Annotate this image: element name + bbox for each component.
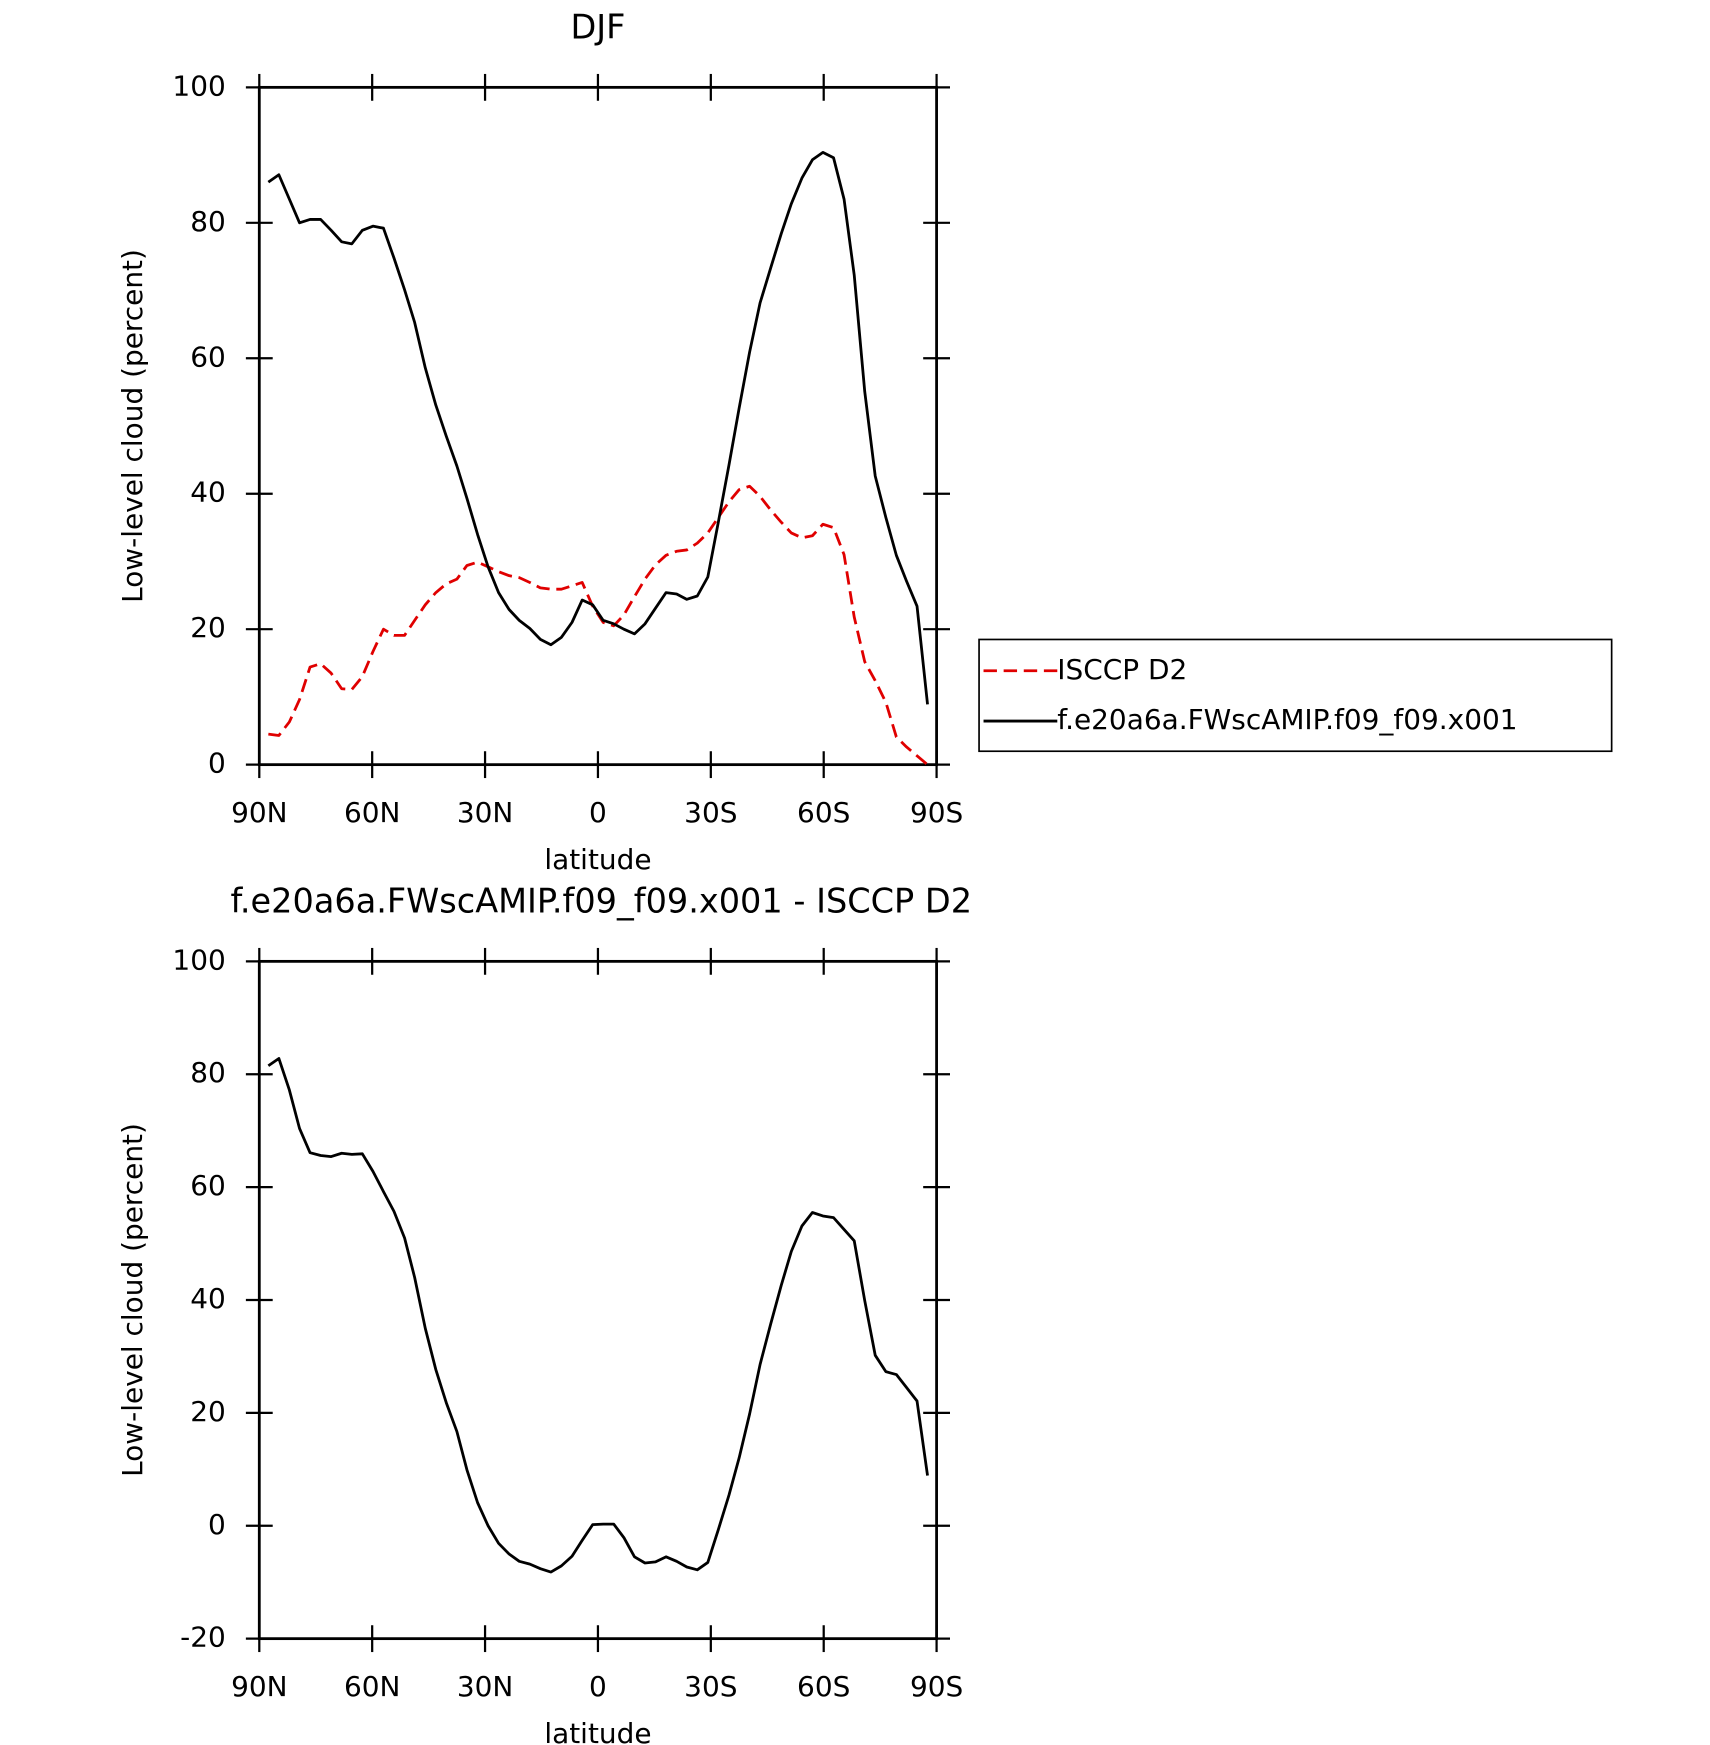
x-axis-label: latitude (544, 1717, 651, 1745)
chart-title: DJF (570, 8, 625, 47)
x-tick-label: 30N (457, 796, 513, 829)
y-tick-label: 0 (208, 1508, 226, 1541)
x-tick-label: 60N (344, 1670, 400, 1703)
data-line (267, 1057, 929, 1574)
y-tick-label: 0 (208, 747, 226, 780)
y-tick-label: 40 (190, 1282, 226, 1315)
x-tick-label: 0 (589, 1670, 607, 1703)
x-tick-label: 90S (910, 796, 963, 829)
x-tick-label: 30S (684, 796, 737, 829)
y-tick-label: -20 (180, 1621, 226, 1654)
legend-label: f.e20a6a.FWscAMIP.f09_f09.x001 (1057, 703, 1517, 736)
data-line (268, 484, 929, 766)
y-tick-label: 80 (190, 1056, 226, 1089)
x-tick-label: 60S (797, 796, 850, 829)
x-tick-label: 0 (589, 796, 607, 829)
x-tick-label: 30N (457, 1670, 513, 1703)
y-axis-label: Low-level cloud (percent) (116, 1123, 149, 1477)
y-tick-label: 20 (190, 611, 226, 644)
y-axis-label: Low-level cloud (percent) (116, 249, 149, 603)
plot-frame (257, 959, 938, 1641)
y-tick-label: 60 (190, 1169, 226, 1202)
plot-frame (257, 85, 938, 767)
x-tick-label: 60N (344, 796, 400, 829)
x-tick-label: 90S (910, 1670, 963, 1703)
y-tick-label: 60 (190, 340, 226, 373)
y-tick-label: 20 (190, 1395, 226, 1428)
legend-label: ISCCP D2 (1057, 653, 1187, 686)
y-tick-label: 80 (190, 205, 226, 238)
x-tick-label: 30S (684, 1670, 737, 1703)
chart-title: f.e20a6a.FWscAMIP.f09_f09.x001 - ISCCP D… (231, 882, 972, 921)
y-tick-label: 100 (172, 943, 225, 976)
legend-box (978, 638, 1613, 753)
y-tick-label: 40 (190, 476, 226, 509)
x-tick-label: 90N (231, 1670, 287, 1703)
data-line (267, 151, 929, 705)
y-tick-label: 100 (172, 69, 225, 102)
x-tick-label: 90N (231, 796, 287, 829)
x-tick-label: 60S (797, 1670, 850, 1703)
x-axis-label: latitude (544, 843, 651, 876)
